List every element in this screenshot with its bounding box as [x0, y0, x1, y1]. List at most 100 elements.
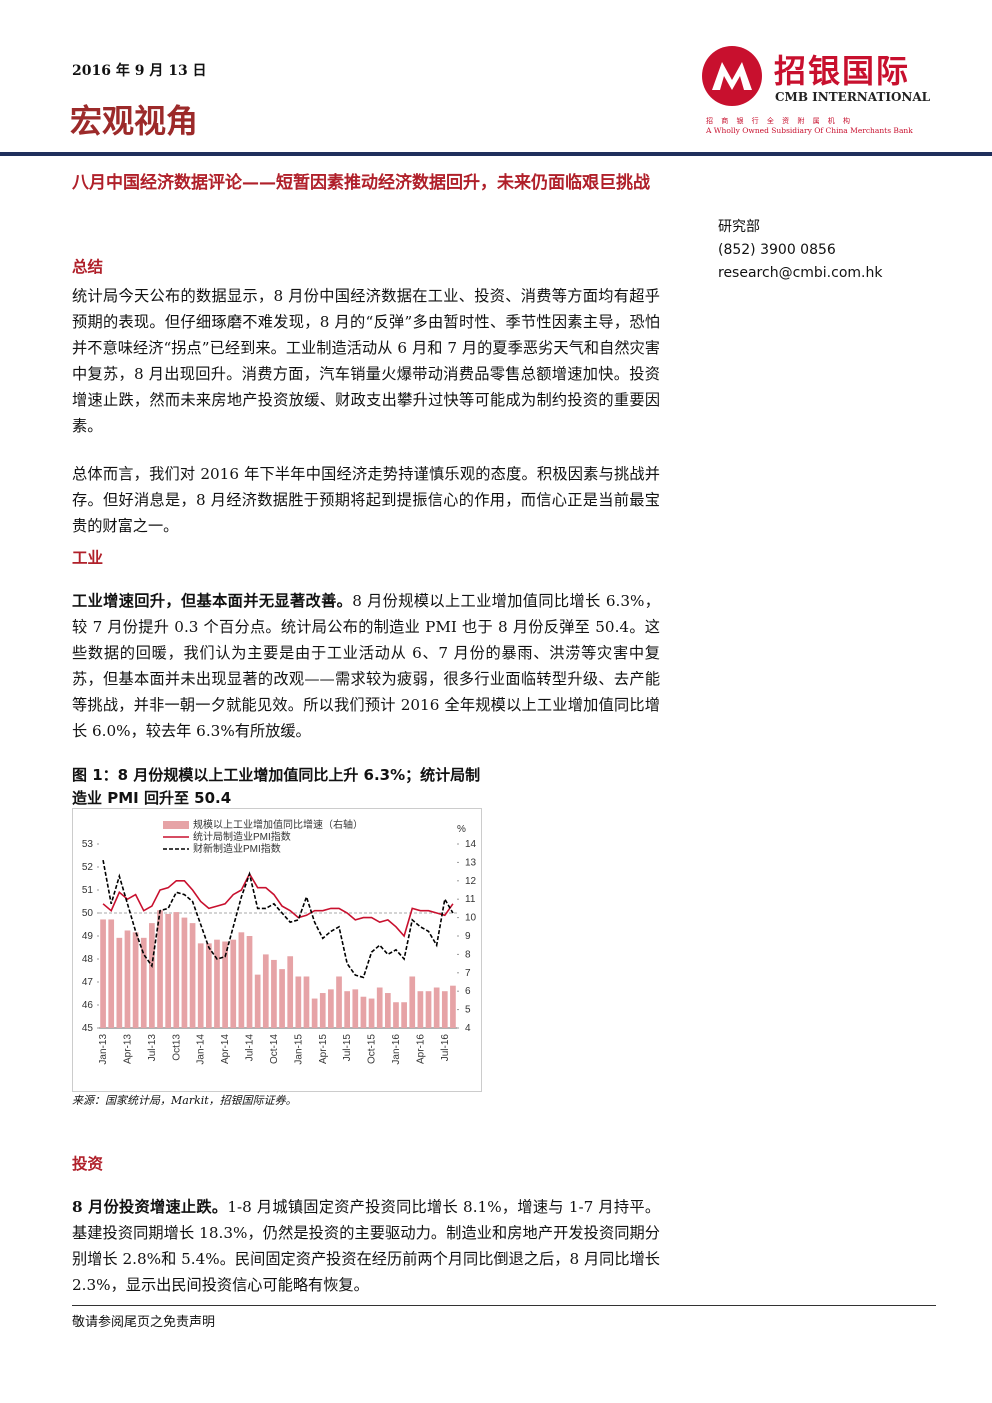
x-tick-label: Oct-14: [269, 1034, 280, 1064]
logo-mark: [702, 46, 762, 106]
section-heading: 投资: [72, 1155, 104, 1173]
x-tick-label: Oct-15: [367, 1034, 378, 1064]
bar: [441, 991, 448, 1028]
bar: [311, 998, 318, 1028]
y-tick-label: 47: [82, 977, 94, 988]
contact-line: research@cmbi.com.hk: [718, 265, 883, 281]
bar: [409, 976, 416, 1028]
lead: 8 月份投资增速止跌。: [72, 1198, 228, 1216]
bar: [197, 943, 204, 1028]
y-tick-label: 53: [82, 839, 94, 850]
bar: [124, 930, 131, 1028]
y-tick-label: 45: [82, 1023, 94, 1034]
paragraph: 总体而言，我们对 2016 年下半年中国经济走势持谨慎乐观的态度。积极因素与挑战…: [72, 465, 660, 535]
y2-tick-label: 7: [465, 968, 471, 979]
header-rule: [0, 152, 992, 156]
x-tick-label: Apr-16: [415, 1034, 426, 1064]
bar: [157, 910, 163, 1028]
y2-tick-label: 9: [465, 931, 471, 942]
bar: [271, 959, 277, 1028]
y2-tick-label: 5: [465, 1005, 471, 1016]
bar: [328, 989, 334, 1028]
x-tick-label: Jul-13: [147, 1034, 158, 1062]
section: 总结 统计局今天公布的数据显示，8 月份中国经济数据在工业、投资、消费等方面均有…: [72, 255, 660, 553]
bar: [181, 917, 188, 1028]
logo-sub-en: A Wholly Owned Subsidiary Of China Merch…: [706, 126, 913, 135]
text: 8 月份规模以上工业增加值同比增长 6.3%，较 7 月份提升 0.3 个百分点…: [72, 592, 660, 740]
bar: [352, 989, 359, 1028]
report-title: 八月中国经济数据评论——短暂因素推动经济数据回升，未来仍面临艰巨挑战: [72, 173, 650, 193]
bar: [360, 996, 367, 1028]
logo-cn: 招银国际: [774, 52, 911, 90]
y-tick-label: 52: [82, 862, 94, 873]
section-heading: 总结: [72, 258, 104, 276]
bar: [401, 1002, 407, 1028]
bar: [425, 991, 432, 1028]
paragraph: 统计局今天公布的数据显示，8 月份中国经济数据在工业、投资、消费等方面均有超乎预…: [72, 287, 660, 435]
contact-line: (852) 3900 0856: [718, 242, 836, 258]
y2-tick-label: 10: [465, 913, 477, 924]
contact: 研究部 (852) 3900 0856 research@cmbi.com.hk: [718, 216, 882, 285]
paragraph: 8 月份投资增速止跌。1-8 月城镇固定资产投资同比增长 8.1%，增速与 1-…: [72, 1194, 660, 1298]
paragraph: 工业增速回升，但基本面并无显著改善。8 月份规模以上工业增加值同比增长 6.3%…: [72, 588, 660, 744]
y-tick-label: 50: [82, 908, 94, 919]
bar: [450, 985, 456, 1028]
bar: [368, 998, 375, 1028]
footer-rule: [72, 1305, 936, 1306]
bar: [132, 932, 139, 1028]
x-tick-label: Jul-16: [440, 1034, 451, 1062]
y-tick-label: 51: [82, 885, 94, 896]
bar: [222, 941, 228, 1028]
date: 2016 年 9 月 13 日: [72, 63, 207, 79]
y2-tick-label: 11: [465, 894, 476, 905]
bar: [116, 937, 123, 1028]
y2-tick-label: 6: [465, 986, 471, 997]
bar: [100, 919, 106, 1028]
line: [102, 859, 454, 979]
bar: [205, 943, 212, 1028]
section: 工业 工业增速回升，但基本面并无显著改善。8 月份规模以上工业增加值同比增长 6…: [72, 546, 660, 758]
y-tick-label: 49: [82, 931, 94, 942]
legend-label: 统计局制造业PMI指数: [193, 830, 291, 843]
bar: [108, 919, 115, 1028]
x-tick-label: Jan-14: [196, 1034, 207, 1065]
bar: [238, 932, 245, 1028]
bar: [319, 993, 326, 1028]
logo-sub-cn: 招 商 银 行 全 资 附 属 机 构: [706, 117, 854, 125]
x-tick-label: Jul-14: [245, 1034, 256, 1062]
legend-label: 财新制造业PMI指数: [193, 842, 281, 855]
text: 1-8 月城镇固定资产投资同比增长 8.1%，增速与 1-7 月持平。基建投资同…: [72, 1198, 661, 1294]
bar: [165, 913, 172, 1028]
figure-title: 图 1：8 月份规模以上工业增加值同比上升 6.3%；统计局制造业 PMI 回升…: [72, 766, 481, 807]
y-tick-label: 46: [82, 1000, 94, 1011]
bar: [336, 976, 342, 1028]
y2-tick-label: 12: [465, 876, 477, 887]
y2-label: %: [457, 824, 466, 835]
section-heading: 工业: [72, 549, 104, 567]
bar: [173, 912, 180, 1028]
bar: [149, 923, 155, 1028]
bar: [433, 987, 440, 1028]
figure-source: 来源：国家统计局，Markit，招银国际证券。: [72, 1094, 297, 1107]
logo-en: CMB INTERNATIONAL: [775, 90, 931, 104]
chart: 4546474849505152534567891011121314%Jan-1…: [72, 808, 482, 1092]
y2-tick-label: 4: [465, 1023, 471, 1034]
page-title: 宏观视角: [70, 102, 199, 140]
bar: [393, 1002, 399, 1028]
bar: [417, 991, 424, 1028]
x-tick-label: Jan-15: [293, 1034, 304, 1065]
y2-tick-label: 13: [465, 857, 477, 868]
footer: 敬请参阅尾页之免责声明: [72, 1315, 216, 1330]
bar: [287, 956, 294, 1028]
x-tick-label: Oct13: [171, 1034, 182, 1061]
bar: [246, 936, 253, 1028]
legend-label: 规模以上工业增加值同比增速（右轴）: [193, 818, 363, 831]
bar: [262, 954, 269, 1028]
section: 投资 8 月份投资增速止跌。1-8 月城镇固定资产投资同比增长 8.1%，增速与…: [72, 1152, 660, 1312]
bar: [140, 937, 147, 1028]
y-tick-label: 48: [82, 954, 94, 965]
y2-tick-label: 8: [465, 949, 471, 960]
bar: [303, 976, 310, 1028]
x-tick-label: Apr-13: [122, 1034, 133, 1064]
